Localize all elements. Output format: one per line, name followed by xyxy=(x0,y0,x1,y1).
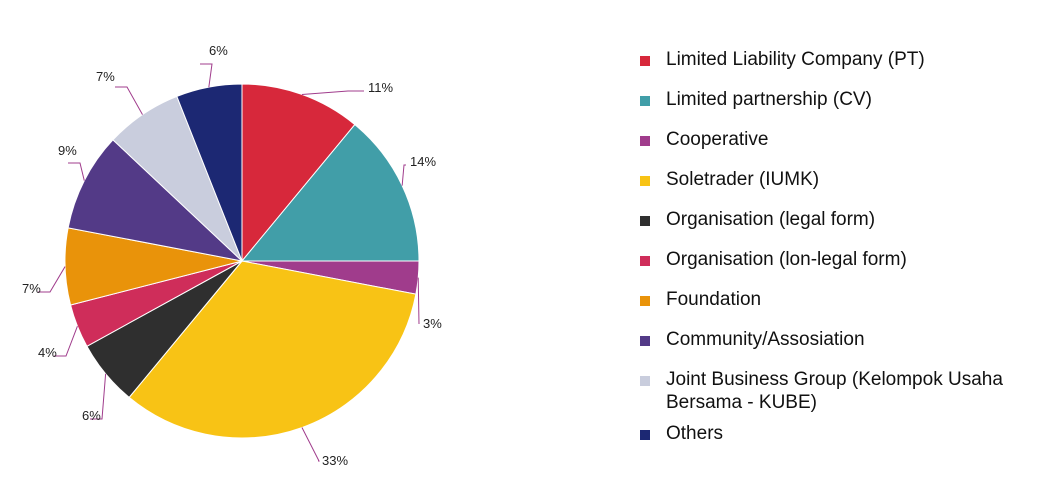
legend-swatch xyxy=(640,216,650,226)
legend-label: Limited Liability Company (PT) xyxy=(666,49,925,70)
chart-legend: Limited Liability Company (PT) Limited p… xyxy=(640,48,1050,462)
legend-item-others: Others xyxy=(640,422,1050,462)
legend-label: Cooperative xyxy=(666,129,769,150)
legend-item-community-association: Community/Assosiation xyxy=(640,328,1050,368)
data-label-others: 6% xyxy=(209,43,228,58)
legend-item-limited-liability-company: Limited Liability Company (PT) xyxy=(640,48,1050,88)
data-label-soletrader: 33% xyxy=(322,453,348,468)
leader-line-limited-liability-company xyxy=(301,90,364,95)
pie-chart: 11% 14% 3% 33% 6% 4% 7% 9% 7% 6% xyxy=(22,43,442,468)
legend-item-limited-partnership: Limited partnership (CV) xyxy=(640,88,1050,128)
legend-swatch xyxy=(640,430,650,440)
legend-label: Organisation (lon-legal form) xyxy=(666,249,907,270)
leader-line-foundation xyxy=(38,266,66,293)
legend-swatch xyxy=(640,96,650,106)
data-label-foundation: 7% xyxy=(22,281,41,296)
data-label-limited-liability-company: 11% xyxy=(368,80,393,95)
data-label-organisation-legal: 6% xyxy=(82,408,101,423)
legend-swatch xyxy=(640,296,650,306)
legend-item-joint-business-group: Joint Business Group (Kelompok Usaha Ber… xyxy=(640,368,1050,422)
pie-slice-limited-liability-company xyxy=(241,83,356,263)
pie-slice-community-association xyxy=(67,139,244,262)
legend-swatch xyxy=(640,176,650,186)
leader-line-cooperative xyxy=(417,277,420,325)
legend-label: Others xyxy=(666,423,724,444)
leader-line-organisation-legal xyxy=(90,373,107,420)
legend-label: Organisation (legal form) xyxy=(666,209,876,230)
legend-swatch xyxy=(640,336,650,346)
legend-label: Community/Assosiation xyxy=(666,329,865,350)
leader-line-community-association xyxy=(68,162,85,181)
legend-label: Soletrader (IUMK) xyxy=(666,169,820,190)
data-label-joint-business-group: 7% xyxy=(96,69,115,84)
legend-swatch xyxy=(640,56,650,66)
leader-line-soletrader xyxy=(301,427,320,462)
legend-item-organisation-non-legal: Organisation (lon-legal form) xyxy=(640,248,1050,288)
legend-label: Limited partnership (CV) xyxy=(666,89,872,110)
leader-line-joint-business-group xyxy=(115,86,143,115)
leader-line-organisation-non-legal xyxy=(54,325,78,357)
legend-item-foundation: Foundation xyxy=(640,288,1050,328)
legend-item-organisation-legal: Organisation (legal form) xyxy=(640,208,1050,248)
data-label-organisation-non-legal: 4% xyxy=(38,345,57,360)
pie-chart-svg: 11% 14% 3% 33% 6% 4% 7% 9% 7% 6% xyxy=(22,43,442,468)
legend-swatch xyxy=(640,256,650,266)
legend-item-soletrader: Soletrader (IUMK) xyxy=(640,168,1050,208)
pie-slice-limited-partnership xyxy=(240,123,420,262)
legend-label: Joint Business Group (Kelompok Usaha Ber… xyxy=(666,369,1003,413)
data-label-limited-partnership: 14% xyxy=(410,154,436,169)
data-label-cooperative: 3% xyxy=(423,316,442,331)
legend-label: Foundation xyxy=(666,289,762,310)
data-label-community-association: 9% xyxy=(58,143,77,158)
legend-swatch xyxy=(640,136,650,146)
leader-line-limited-partnership xyxy=(401,164,406,186)
pie-slice-others xyxy=(176,83,243,262)
legend-item-cooperative: Cooperative xyxy=(640,128,1050,168)
leader-line-others xyxy=(200,63,213,88)
legend-swatch xyxy=(640,376,650,386)
